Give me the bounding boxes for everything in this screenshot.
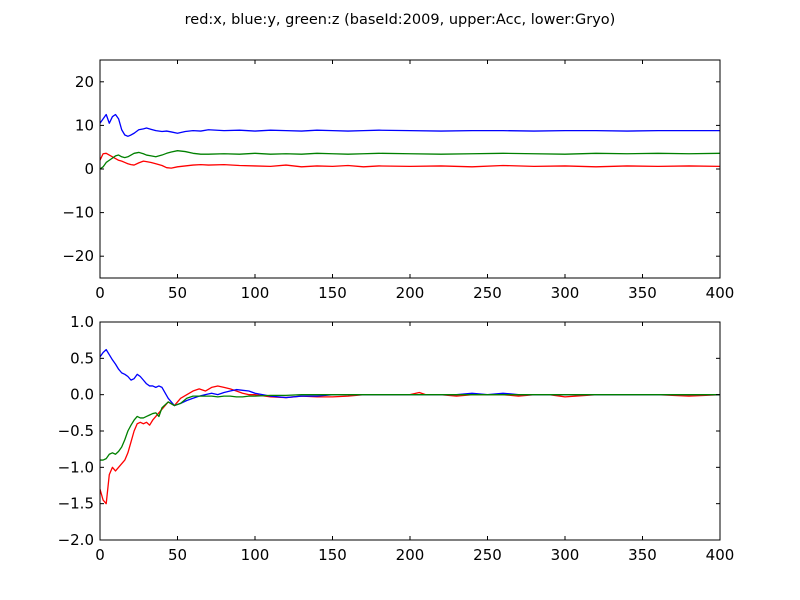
lower-x-tick-label: 350	[628, 546, 657, 564]
upper-y-tick-label: 20	[75, 73, 94, 91]
lower-y-tick-label: −0.5	[58, 422, 94, 440]
upper-y-tick-label: 10	[75, 116, 94, 134]
upper-y-tick-label: −10	[62, 204, 94, 222]
upper-series-line-blue	[100, 113, 720, 137]
upper-x-tick-label: 100	[241, 284, 270, 302]
upper-y-tick-label: −20	[62, 247, 94, 265]
lower-x-tick-label: 250	[473, 546, 502, 564]
upper-y-tick-label: 0	[84, 160, 94, 178]
upper-x-tick-label: 0	[95, 284, 105, 302]
lower-x-tick-label: 150	[318, 546, 347, 564]
lower-y-tick-label: −1.5	[58, 495, 94, 513]
upper-x-tick-label: 250	[473, 284, 502, 302]
lower-y-tick-label: −2.0	[58, 531, 94, 549]
lower-x-tick-label: 400	[706, 546, 735, 564]
lower-gyro-plot: 0 50 100 150 200 250 300 350 400 1.0 0.5 0.0 −0.5 −1.…	[58, 313, 735, 564]
lower-x-tick-label: 50	[168, 546, 187, 564]
upper-x-tick-label: 350	[628, 284, 657, 302]
lower-x-tick-label: 0	[95, 546, 105, 564]
upper-x-tick-label: 50	[168, 284, 187, 302]
upper-x-tick-label: 200	[396, 284, 425, 302]
lower-y-tick-label: −1.0	[58, 458, 94, 476]
lower-x-tick-label: 100	[241, 546, 270, 564]
upper-x-tick-label: 300	[551, 284, 580, 302]
lower-y-tick-label: 0.0	[70, 386, 94, 404]
upper-x-tick-label: 150	[318, 284, 347, 302]
lower-series-group	[100, 348, 720, 505]
lower-series-line-green	[100, 394, 720, 461]
lower-x-tick-label: 300	[551, 546, 580, 564]
lower-x-tick-label: 200	[396, 546, 425, 564]
lower-y-tick-label: 0.5	[70, 349, 94, 367]
upper-x-tick-label: 400	[706, 284, 735, 302]
upper-series-group	[100, 113, 720, 170]
lower-y-tick-label: 1.0	[70, 313, 94, 331]
figure-title: red:x, blue:y, green:z (baseId:2009, upp…	[185, 12, 616, 28]
upper-series-line-green	[100, 150, 720, 170]
upper-series-line-red	[100, 152, 720, 169]
